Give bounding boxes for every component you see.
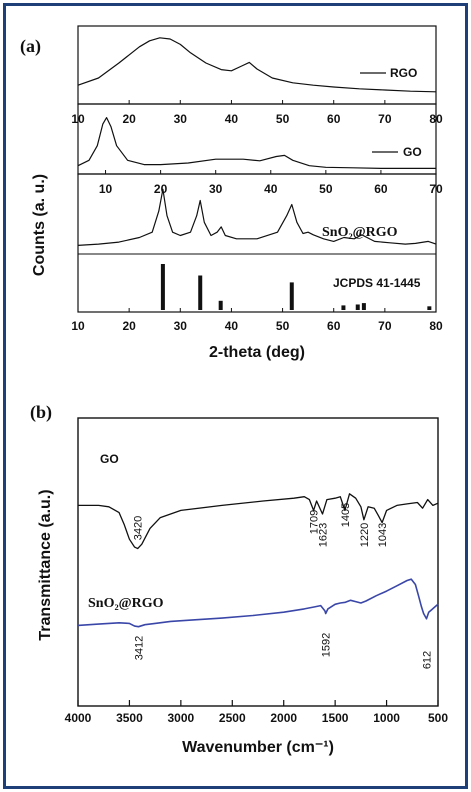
jcpds-reference-bar <box>427 306 432 310</box>
x-tick-label: 30 <box>174 319 188 333</box>
go-ftir-label: GO <box>100 452 119 466</box>
jcpds-reference-bar <box>361 303 366 310</box>
panel-a-label: (a) <box>20 36 41 57</box>
x-tick-label: 50 <box>276 112 290 126</box>
jcpds-label: JCPDS 41-1445 <box>333 276 421 290</box>
x-tick-label: 500 <box>428 711 448 725</box>
rgo-plot-frame <box>77 25 437 105</box>
sno2-rgo-xrd-label: SnO₂@RGO <box>322 225 398 240</box>
peak-label-go-1220: 1220 <box>359 523 371 547</box>
sno2-rgo-plot-frame <box>77 173 437 313</box>
go-xrd-line <box>77 116 436 169</box>
x-tick-label: 60 <box>374 182 388 196</box>
sno-rgo-xrd-line <box>77 188 437 246</box>
x-tick-label: 70 <box>378 112 392 126</box>
peak-label-go-1043: 1043 <box>377 523 389 547</box>
x-tick-label: 2000 <box>270 711 297 725</box>
x-tick-label: 50 <box>319 182 333 196</box>
x-tick-label: 50 <box>276 319 290 333</box>
peak-label-sno-rgo-3412: 3412 <box>133 636 145 660</box>
peak-label-sno-rgo-1592: 1592 <box>321 633 333 657</box>
x-tick-label: 40 <box>264 182 278 196</box>
panel-b-x-axis-title: Wavenumber (cm⁻¹) <box>182 739 334 756</box>
rgo-legend-text: RGO <box>390 66 417 80</box>
x-tick-label: 30 <box>174 112 188 126</box>
panel-b-label: (b) <box>30 402 52 423</box>
jcpds-reference-bar <box>355 304 360 310</box>
x-tick-label: 70 <box>429 182 443 196</box>
go-legend-text: GO <box>403 145 422 159</box>
ftir-plot-frame <box>77 417 439 707</box>
x-tick-label: 80 <box>429 319 443 333</box>
x-tick-label: 2500 <box>219 711 246 725</box>
x-tick-label: 60 <box>327 112 341 126</box>
x-tick-label: 70 <box>378 319 392 333</box>
x-tick-label: 1500 <box>322 711 349 725</box>
x-tick-label: 60 <box>327 319 341 333</box>
x-tick-label: 20 <box>154 182 168 196</box>
x-tick-label: 10 <box>99 182 113 196</box>
jcpds-reference-bar <box>218 300 223 310</box>
jcpds-reference-bar <box>341 305 346 310</box>
sno2-rgo-ftir-label: SnO₂@RGO <box>88 596 164 611</box>
go-ftir-line <box>78 493 439 550</box>
x-tick-label: 20 <box>122 112 136 126</box>
x-tick-label: 40 <box>225 319 239 333</box>
jcpds-reference-bar <box>198 275 203 310</box>
peak-label-go-1709: 1709 <box>309 510 321 534</box>
rgo-xrd-line <box>77 37 437 93</box>
x-tick-label: 20 <box>122 319 136 333</box>
peak-label-go-1623: 1623 <box>317 523 329 547</box>
x-tick-label: 3000 <box>168 711 195 725</box>
x-tick-label: 80 <box>429 112 443 126</box>
sno-rgo-ftir-line <box>77 578 439 628</box>
jcpds-reference-bar <box>160 264 165 310</box>
x-tick-label: 10 <box>71 112 85 126</box>
x-tick-label: 10 <box>71 319 85 333</box>
x-tick-label: 40 <box>225 112 239 126</box>
peak-label-go-1405: 1405 <box>340 503 352 527</box>
panel-a-x-axis-title: 2-theta (deg) <box>209 344 305 361</box>
x-tick-label: 1000 <box>373 711 400 725</box>
figure-frame <box>3 3 468 789</box>
x-tick-label: 3500 <box>116 711 143 725</box>
panel-b-y-axis-title: Transmittance (a.u.) <box>37 489 54 640</box>
jcpds-reference-bar <box>289 282 294 310</box>
peak-label-sno-rgo-612: 612 <box>421 651 433 669</box>
x-tick-label: 30 <box>209 182 223 196</box>
x-tick-label: 4000 <box>65 711 92 725</box>
peak-label-go-3420: 3420 <box>133 516 145 540</box>
panel-a-y-axis-title: Counts (a. u.) <box>31 174 48 276</box>
